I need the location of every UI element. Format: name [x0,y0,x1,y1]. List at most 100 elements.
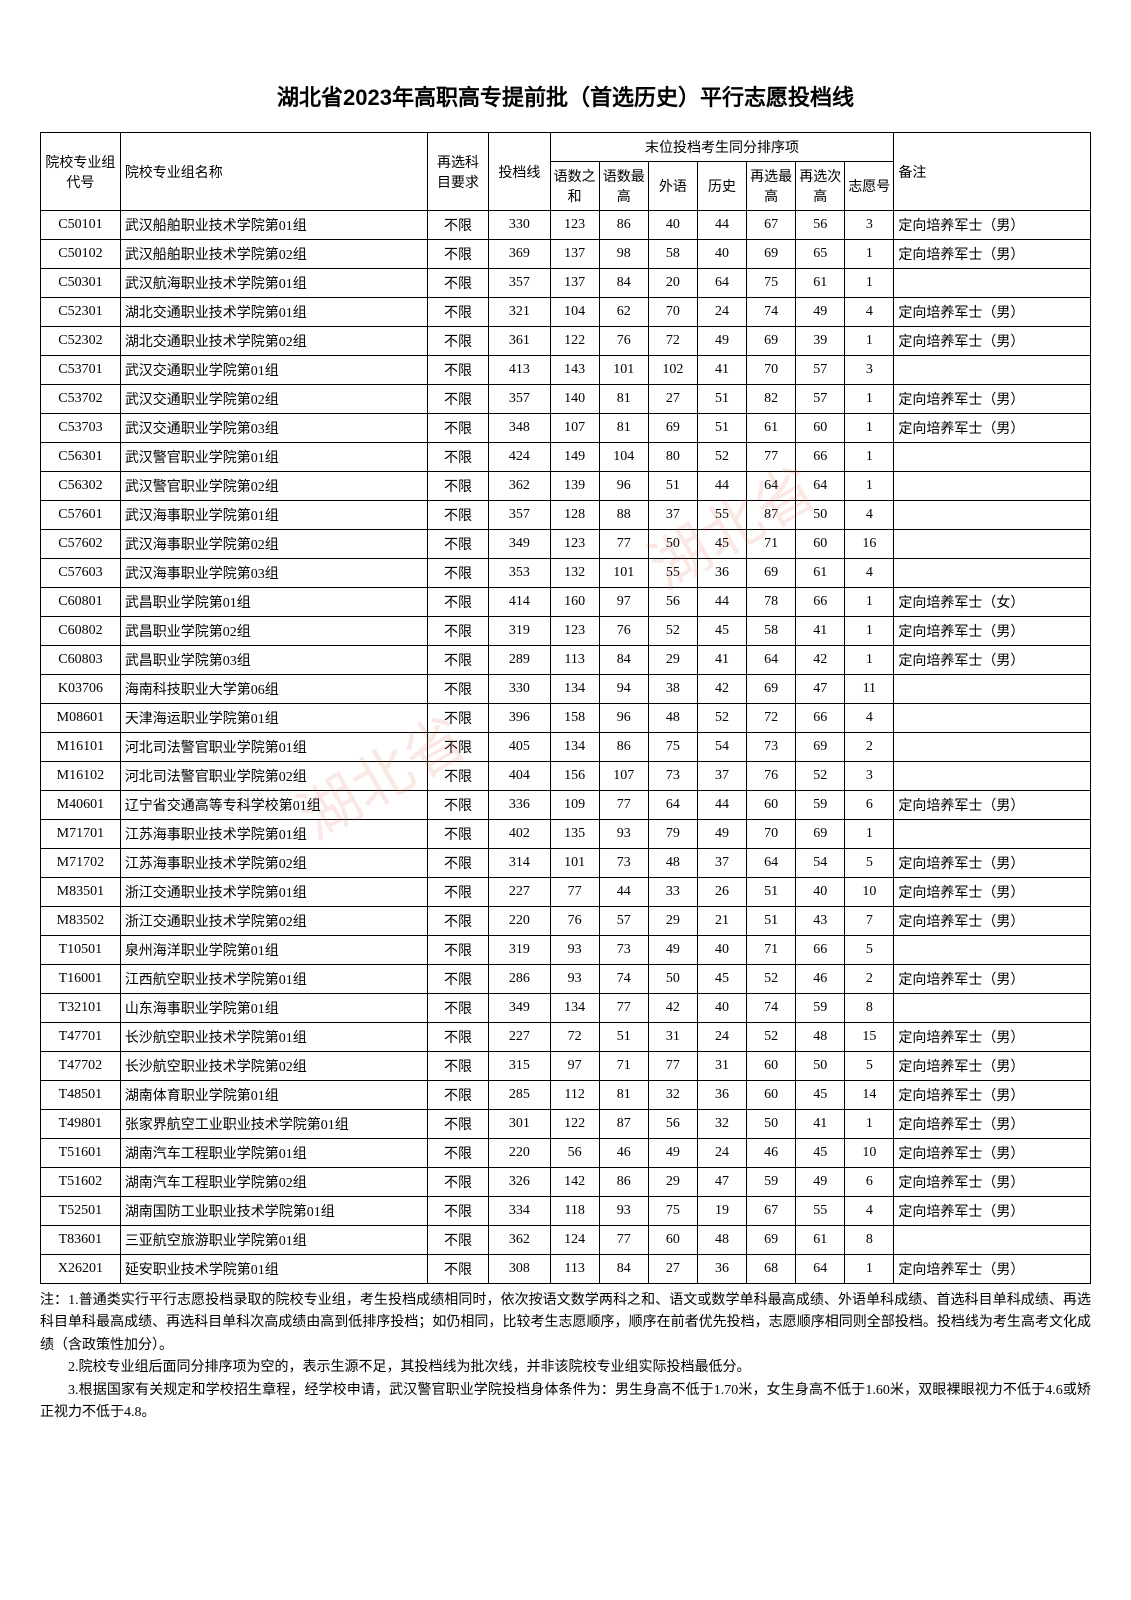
header-sub5: 再选最高 [747,162,796,211]
cell-s4: 41 [697,356,746,385]
cell-code: C50301 [41,269,121,298]
cell-note: 定向培养军士（男） [894,907,1091,936]
cell-s1: 143 [550,356,599,385]
cell-s6: 65 [796,240,845,269]
cell-s2: 76 [599,327,648,356]
cell-s5: 69 [747,675,796,704]
cell-s2: 96 [599,472,648,501]
cell-score: 326 [489,1168,550,1197]
cell-s2: 93 [599,1197,648,1226]
cell-s7: 4 [845,559,894,588]
cell-s2: 74 [599,965,648,994]
cell-note: 定向培养军士（男） [894,298,1091,327]
cell-s6: 41 [796,1110,845,1139]
note-line-1: 注：1.普通类实行平行志愿投档录取的院校专业组，考生投档成绩相同时，依次按语文数… [40,1290,1091,1357]
cell-s5: 67 [747,1197,796,1226]
cell-name: 海南科技职业大学第06组 [120,675,427,704]
cell-req: 不限 [427,907,488,936]
cell-code: C50102 [41,240,121,269]
cell-score: 227 [489,1023,550,1052]
cell-score: 424 [489,443,550,472]
cell-score: 334 [489,1197,550,1226]
cell-code: T48501 [41,1081,121,1110]
cell-s1: 124 [550,1226,599,1255]
cell-s6: 69 [796,820,845,849]
header-sub7: 志愿号 [845,162,894,211]
cell-s1: 113 [550,646,599,675]
cell-s1: 140 [550,385,599,414]
cell-s7: 1 [845,327,894,356]
cell-s2: 84 [599,269,648,298]
cell-note: 定向培养军士（男） [894,1081,1091,1110]
cell-s4: 45 [697,965,746,994]
cell-name: 浙江交通职业技术学院第01组 [120,878,427,907]
cell-s6: 61 [796,1226,845,1255]
cell-req: 不限 [427,298,488,327]
cell-s1: 93 [550,965,599,994]
cell-s1: 123 [550,617,599,646]
cell-req: 不限 [427,1023,488,1052]
cell-code: C57603 [41,559,121,588]
cell-s5: 69 [747,1226,796,1255]
cell-s2: 77 [599,994,648,1023]
cell-s3: 69 [648,414,697,443]
cell-note [894,936,1091,965]
cell-score: 315 [489,1052,550,1081]
table-row: C57603武汉海事职业学院第03组不限353132101553669614 [41,559,1091,588]
cell-s5: 72 [747,704,796,733]
cell-score: 286 [489,965,550,994]
cell-s2: 77 [599,530,648,559]
cell-s5: 61 [747,414,796,443]
cell-s2: 81 [599,1081,648,1110]
cell-s6: 52 [796,762,845,791]
cell-s7: 4 [845,704,894,733]
table-row: T48501湖南体育职业学院第01组不限285112813236604514定向… [41,1081,1091,1110]
table-row: C53703武汉交通职业学院第03组不限34810781695161601定向培… [41,414,1091,443]
cell-code: C56301 [41,443,121,472]
cell-s7: 1 [845,472,894,501]
cell-s4: 44 [697,791,746,820]
cell-s6: 45 [796,1081,845,1110]
cell-s6: 54 [796,849,845,878]
cell-name: 山东海事职业学院第01组 [120,994,427,1023]
cell-s2: 73 [599,936,648,965]
table-row: M83502浙江交通职业技术学院第02组不限2207657292151437定向… [41,907,1091,936]
cell-req: 不限 [427,559,488,588]
cell-s7: 1 [845,385,894,414]
cell-s6: 60 [796,414,845,443]
cell-note: 定向培养军士（男） [894,1023,1091,1052]
cell-name: 长沙航空职业技术学院第01组 [120,1023,427,1052]
cell-s6: 61 [796,559,845,588]
cell-s5: 60 [747,1052,796,1081]
cell-s7: 7 [845,907,894,936]
cell-s4: 36 [697,1255,746,1284]
header-sub1: 语数之和 [550,162,599,211]
cell-s4: 45 [697,530,746,559]
cell-s3: 50 [648,530,697,559]
cell-name: 浙江交通职业技术学院第02组 [120,907,427,936]
cell-s3: 29 [648,1168,697,1197]
cell-s5: 78 [747,588,796,617]
cell-s5: 51 [747,907,796,936]
cell-code: K03706 [41,675,121,704]
cell-s6: 66 [796,936,845,965]
cell-s4: 40 [697,936,746,965]
table-row: C60801武昌职业学院第01组不限41416097564478661定向培养军… [41,588,1091,617]
cell-s5: 46 [747,1139,796,1168]
cell-note: 定向培养军士（男） [894,211,1091,240]
cell-code: T51601 [41,1139,121,1168]
cell-s3: 58 [648,240,697,269]
cell-s1: 149 [550,443,599,472]
cell-code: C60801 [41,588,121,617]
cell-note [894,501,1091,530]
cell-code: M08601 [41,704,121,733]
cell-score: 349 [489,994,550,1023]
cell-score: 220 [489,1139,550,1168]
cell-s4: 45 [697,617,746,646]
cell-note: 定向培养军士（男） [894,617,1091,646]
header-sub6: 再选次高 [796,162,845,211]
cell-s6: 40 [796,878,845,907]
cell-s5: 68 [747,1255,796,1284]
cell-s3: 50 [648,965,697,994]
cell-s2: 57 [599,907,648,936]
